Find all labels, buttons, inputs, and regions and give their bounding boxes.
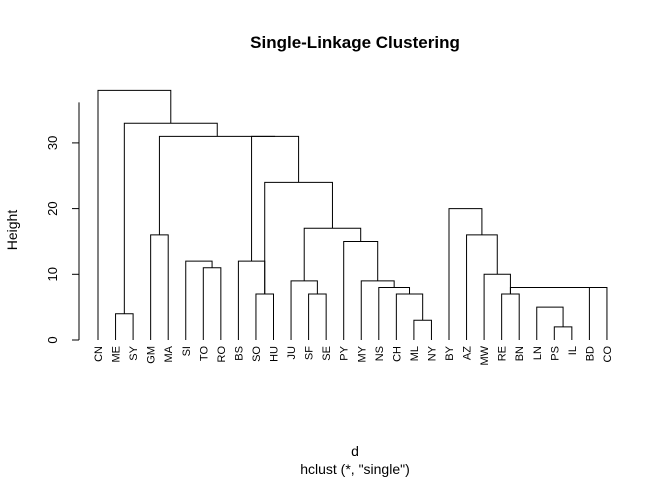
leaf-label: TO (198, 346, 210, 362)
dendrogram-merge (264, 181, 333, 295)
dendrogram-branches (97, 89, 608, 340)
dendrogram-merge (308, 293, 327, 340)
dendrogram-merge (395, 293, 424, 340)
y-axis-label: Height (4, 210, 20, 251)
y-tick-label: 10 (45, 267, 60, 281)
leaf-label: NS (374, 346, 386, 361)
dendrogram-merge (588, 286, 608, 340)
dendrogram-merge (343, 240, 379, 340)
leaf-label: ME (111, 346, 123, 363)
leaf-label: MY (356, 345, 368, 362)
leaf-label: HU (269, 346, 281, 362)
dendrogram-merge (483, 273, 511, 340)
chart-title: Single-Linkage Clustering (250, 33, 460, 52)
leaf-label: CH (391, 346, 403, 362)
leaf-label: CO (602, 346, 614, 363)
leaf-label: SI (181, 346, 193, 356)
leaf-label: ML (409, 346, 421, 361)
leaf-label: BN (514, 346, 526, 361)
leaf-label: BY (444, 345, 456, 360)
dendrogram-merge (360, 280, 395, 340)
leaf-label: IL (567, 346, 579, 355)
x-axis-label: d (351, 443, 359, 459)
dendrogram-merge (202, 267, 222, 340)
dendrogram-merge (150, 234, 169, 340)
leaf-label: LN (532, 346, 544, 360)
dendrogram-merge (255, 293, 274, 340)
dendrogram-merge (97, 89, 172, 340)
leaf-label: BD (584, 346, 596, 361)
dendrogram-merge (237, 260, 266, 340)
leaf-label: PS (549, 346, 561, 361)
leaf-label: JU (286, 346, 298, 360)
leaf-label: RE (497, 346, 509, 361)
leaf-label: NY (426, 345, 438, 361)
method-sublabel: hclust (*, "single") (300, 461, 410, 477)
leaf-label: SO (251, 346, 263, 362)
leaf-label: PY (339, 345, 351, 360)
leaf-label: CN (93, 346, 105, 362)
dendrogram-merge (290, 280, 318, 340)
leaf-label: SY (128, 345, 140, 360)
dendrogram-merge (553, 326, 573, 340)
dendrogram-merge (185, 260, 213, 340)
leaf-label: MA (163, 345, 175, 362)
dendrogram-merge (509, 286, 599, 295)
leaf-label: MW (479, 345, 491, 365)
dendrogram-merge (251, 135, 300, 262)
leaf-labels: CN ME SY GM MA SI TO RO BS SO HU JU SF SE PY MY NS CH ML NY… (93, 345, 614, 365)
dendrogram-merge (413, 319, 432, 340)
leaf-label: AZ (462, 346, 474, 360)
dendrogram-merge (115, 313, 134, 340)
y-axis: 0 10 20 30 (45, 102, 80, 344)
y-tick-label: 0 (45, 336, 60, 343)
dendrogram-merge (378, 286, 411, 340)
leaf-label: BS (233, 346, 245, 361)
leaf-label: GM (146, 346, 158, 364)
dendrogram-merge (303, 227, 362, 281)
dendrogram-merge (448, 208, 483, 340)
leaf-label: SE (321, 346, 333, 361)
dendrogram-merge (466, 234, 498, 340)
leaf-label: SF (304, 346, 316, 360)
y-tick-label: 30 (45, 136, 60, 150)
dendrogram-merge (158, 135, 276, 235)
leaf-label: RO (216, 346, 228, 363)
dendrogram-merge (501, 293, 520, 340)
y-tick-label: 20 (45, 201, 60, 215)
dendrogram-merge (536, 306, 564, 340)
